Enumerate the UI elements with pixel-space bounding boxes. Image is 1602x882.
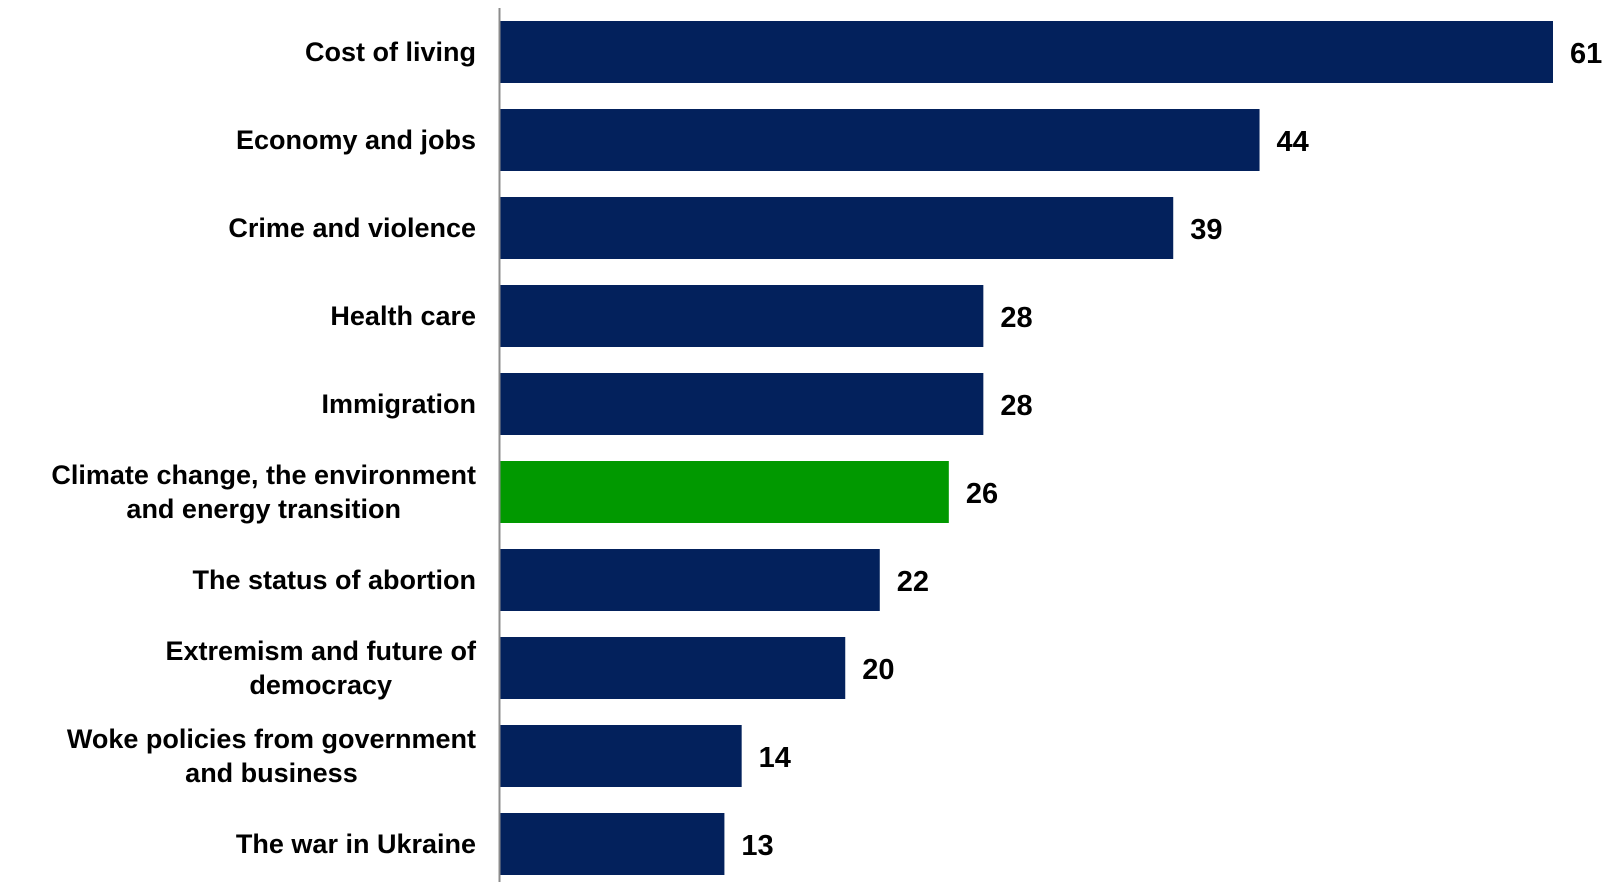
category-label-6-line-1: Climate change, the environment [51, 460, 476, 490]
value-label-7: 22 [897, 566, 929, 598]
value-label-6: 26 [966, 478, 998, 510]
category-labels-group: Cost of living Economy and jobs Crime and … [51, 37, 477, 859]
value-label-10: 13 [741, 830, 773, 862]
category-label-5: Immigration [321, 389, 476, 419]
value-label-4: 28 [1000, 302, 1032, 334]
value-label-8: 20 [862, 654, 894, 686]
category-label-9-line-1: Woke policies from government [67, 724, 476, 754]
category-label-2: Economy and jobs [236, 125, 476, 155]
category-label-9-line-2: and business [185, 758, 358, 788]
bar-8 [500, 637, 846, 699]
bar-2 [500, 109, 1260, 171]
value-label-2: 44 [1277, 126, 1309, 158]
bar-1 [500, 21, 1553, 83]
bar-6 [500, 461, 949, 523]
category-label-8-line-2: democracy [249, 670, 392, 700]
category-label-1: Cost of living [305, 37, 476, 67]
value-label-3: 39 [1190, 214, 1222, 246]
value-label-9: 14 [759, 742, 791, 774]
bars-group [500, 21, 1553, 875]
category-label-6-line-2: and energy transition [126, 494, 401, 524]
bar-9 [500, 725, 742, 787]
value-labels-group: 61 44 39 28 28 26 22 20 14 13 [741, 38, 1602, 862]
bar-7 [500, 549, 880, 611]
bar-4 [500, 285, 984, 347]
bar-10 [500, 813, 725, 875]
value-label-5: 28 [1000, 390, 1032, 422]
value-label-1: 61 [1570, 38, 1602, 70]
category-label-4: Health care [330, 301, 476, 331]
bar-5 [500, 373, 984, 435]
bar-3 [500, 197, 1174, 259]
category-label-10: The war in Ukraine [236, 829, 476, 859]
category-label-7: The status of abortion [193, 565, 477, 595]
category-label-8-line-1: Extremism and future of [165, 636, 477, 666]
category-label-3: Crime and violence [228, 213, 476, 243]
